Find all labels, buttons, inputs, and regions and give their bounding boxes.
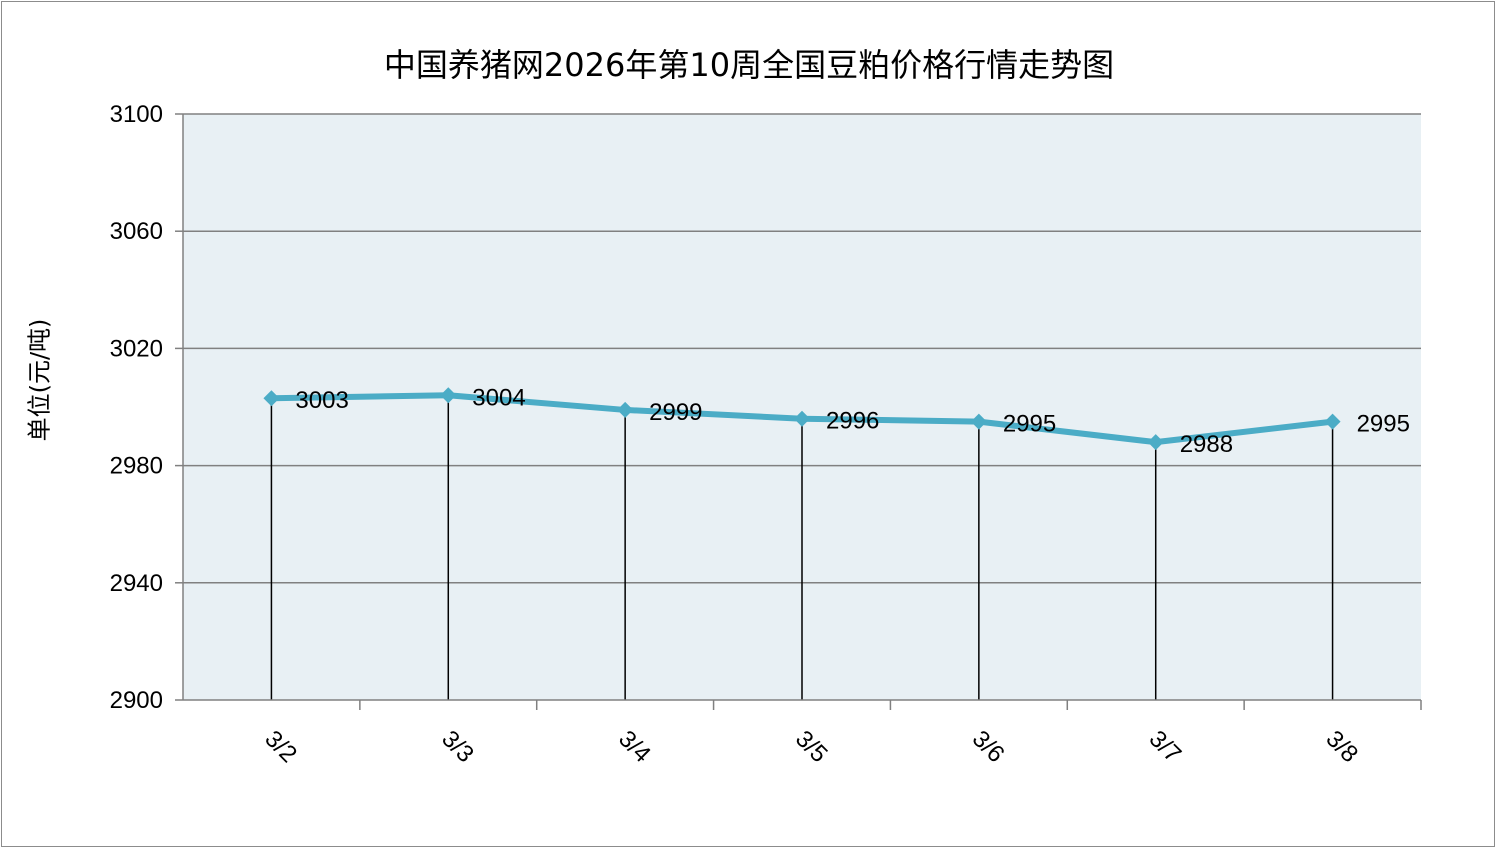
data-point [617,401,634,418]
y-tick-label: 3020 [110,335,163,362]
data-label: 2995 [1357,411,1410,438]
y-tick-label: 2980 [110,453,163,480]
data-label: 2988 [1180,431,1233,458]
data-point [970,413,987,430]
data-label: 2999 [649,399,702,426]
data-point [263,390,280,407]
x-tick-label: 3/3 [436,725,479,768]
data-point [440,387,457,404]
data-label: 2995 [1003,411,1056,438]
data-label: 3003 [295,387,348,414]
data-label: 2996 [826,408,879,435]
data-point [794,410,810,427]
chart-title: 中国养猪网2026年第10周全国豆粕价格行情走势图 [383,46,1115,84]
x-tick-label: 3/8 [1321,725,1364,768]
y-tick-label: 3060 [110,218,163,245]
data-label: 3004 [472,384,525,411]
y-tick-label: 2940 [110,570,163,597]
x-tick-label: 3/2 [259,725,302,768]
x-tick-label: 3/4 [613,725,656,768]
data-point [1147,434,1164,451]
y-tick-label: 2900 [110,687,163,714]
data-point [1324,413,1341,430]
y-tick-label: 3100 [110,101,163,128]
x-tick-label: 3/6 [967,725,1010,768]
x-tick-label: 3/7 [1144,725,1187,768]
x-tick-label: 3/5 [790,725,833,768]
